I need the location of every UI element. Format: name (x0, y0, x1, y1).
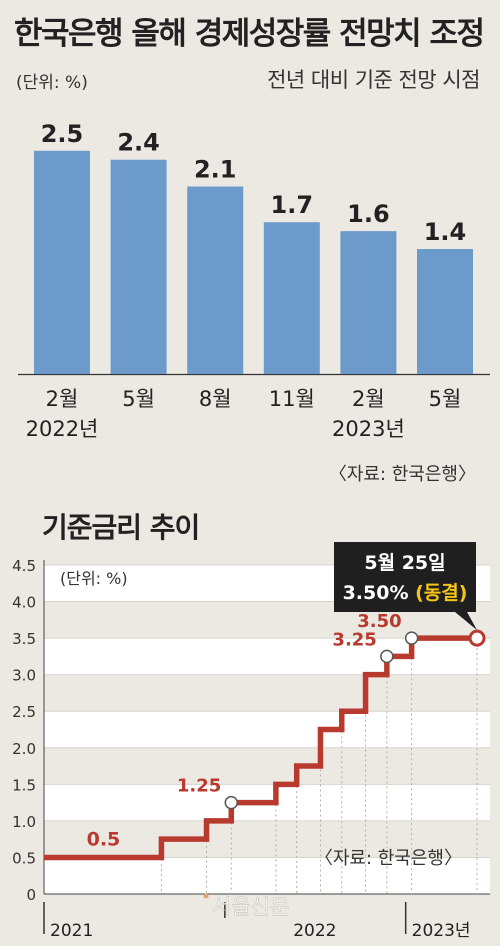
bar-value-label-2: 2.1 (194, 156, 237, 184)
bar-value-label-5: 1.4 (424, 218, 467, 246)
y-tick-label-1: 0.5 (12, 849, 36, 867)
y-tick-label-3: 1.5 (12, 776, 36, 794)
annotation-label-1: 1.25 (177, 776, 221, 797)
base-rate-step-line (44, 635, 478, 861)
growth-chart-subtitle: 전년 대비 기준 전망 시점 (267, 68, 480, 92)
grid-band-0 (44, 857, 490, 894)
y-tick-label-9: 4.5 (12, 557, 36, 575)
callout-rate: 3.50% (동결) (343, 582, 468, 604)
y-tick-label-2: 1.0 (12, 813, 36, 831)
watermark-dot (203, 893, 209, 899)
x-year-label-2: 2023년 (412, 921, 471, 941)
end-point-marker (468, 629, 486, 647)
bar-1 (110, 159, 167, 374)
y-tick-label-8: 4.0 (12, 594, 36, 612)
y-tick-label-5: 2.5 (12, 703, 36, 721)
watermark: 서울신문 (212, 895, 289, 919)
callout-rate-value: 3.50% (343, 582, 416, 604)
annotation-label-3: 3.50 (357, 611, 401, 632)
bar-value-label-3: 1.7 (271, 191, 314, 219)
base-rate-step-chart: 0 0.5 1.0 1.5 2.0 2.5 3.0 3.5 4.0 4.5 (단위: %) 0.5 1.… (12, 542, 490, 941)
annotation-label-0: 0.5 (87, 828, 121, 850)
callout-date: 5월 25일 (364, 552, 445, 574)
x-year-label-0: 2021 (50, 921, 93, 941)
base-rate-chart-source: 〈자료: 한국은행〉 (315, 848, 462, 869)
annotation-marker-1 (224, 795, 239, 810)
growth-chart-unit: (단위: %) (16, 73, 88, 93)
bar-year-label-0: 2022년 (26, 417, 99, 441)
bar-year-label-4: 2023년 (332, 417, 405, 441)
base-rate-chart-unit: (단위: %) (60, 569, 128, 588)
annotation-marker-3 (404, 631, 419, 645)
y-tick-label-7: 3.5 (12, 630, 36, 648)
bar-category-label-3: 11월 (269, 387, 315, 411)
bar-3 (263, 222, 320, 374)
y-tick-label-6: 3.0 (12, 667, 36, 685)
bar-category-label-2: 8월 (199, 387, 232, 411)
grid-band-6 (44, 638, 490, 675)
y-tick-label-0: 0 (26, 886, 36, 904)
y-tick-label-4: 2.0 (12, 740, 36, 758)
callout-status: (동결) (415, 582, 467, 604)
x-year-label-1: 2022 (293, 921, 336, 941)
bar-5 (417, 249, 473, 374)
grid-band-4 (44, 711, 490, 748)
annotation-label-2: 3.25 (332, 629, 376, 650)
bar-value-label-4: 1.6 (347, 200, 390, 228)
base-rate-chart-title: 기준금리 추이 (42, 511, 200, 544)
callout-pointer (455, 612, 478, 631)
bar-category-label-5: 5월 (429, 387, 462, 411)
bar-category-label-4: 2월 (352, 387, 385, 411)
bar-category-label-1: 5월 (122, 387, 155, 411)
annotation-marker-2 (380, 649, 394, 664)
bar-value-label-1: 2.4 (117, 129, 160, 157)
growth-forecast-bar-chart: 2.5 2월 2022년 2.4 5월 2.1 8월 1.7 11월 1.6 2월 2023년 1.4 5… (18, 120, 490, 485)
growth-chart-source: 〈자료: 한국은행〉 (329, 464, 476, 485)
bar-0 (34, 150, 90, 374)
bar-4 (340, 231, 397, 374)
bar-value-label-0: 2.5 (41, 120, 84, 148)
growth-chart-title: 한국은행 올해 경제성장률 전망치 조정 (14, 16, 485, 52)
bar-2 (187, 186, 244, 374)
bar-category-label-0: 2월 (46, 387, 79, 411)
callout-box (334, 542, 476, 612)
